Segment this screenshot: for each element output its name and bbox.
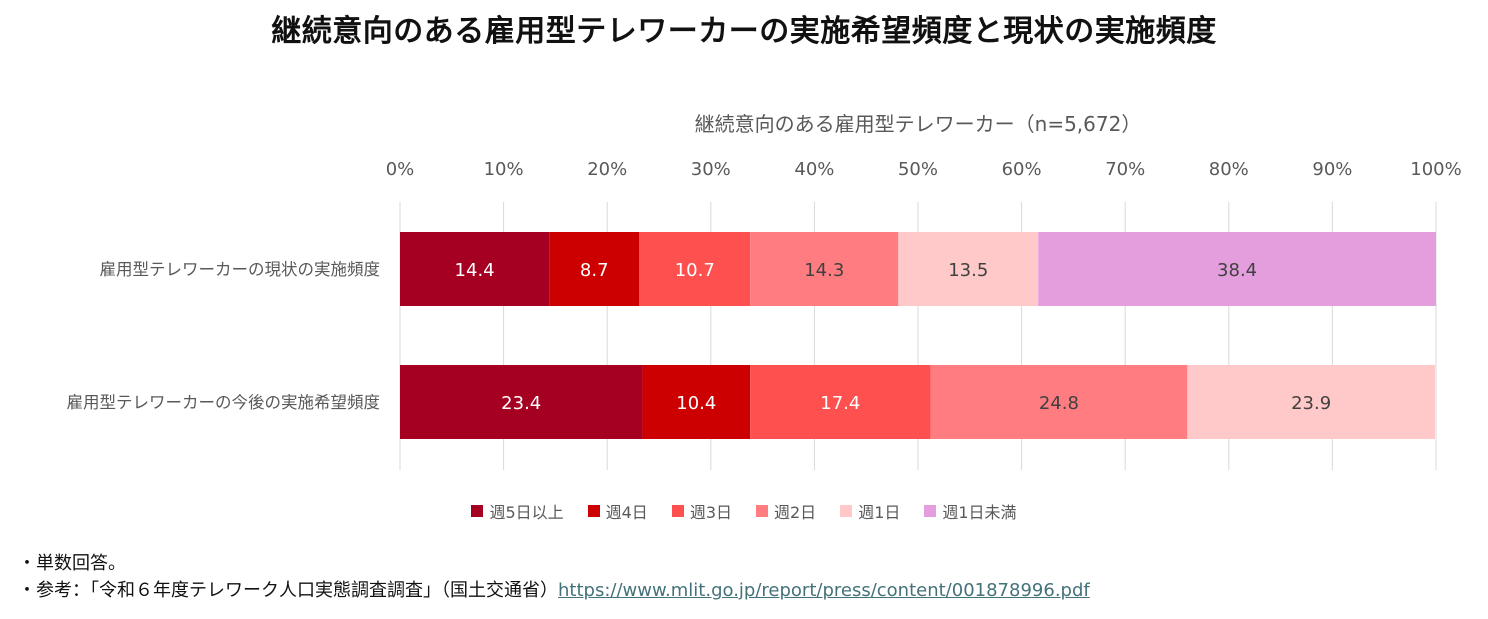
legend-item: 週1日未満 [924,499,1017,523]
note-reference: ・参考：「令和６年度テレワーク人口実態調査調査」（国土交通省）https://w… [18,577,1090,604]
x-tick-label: 60% [1002,159,1042,180]
legend-item: 週4日 [587,499,648,523]
bar-segment [1187,365,1435,439]
legend-label: 週4日 [605,503,648,522]
legend-swatch [671,505,684,517]
legend-item: 週3日 [671,499,732,523]
legend-swatch [471,505,484,517]
bar-segment [1038,232,1436,306]
bar-segment [639,232,751,306]
note-reference-text: ・参考：「令和６年度テレワーク人口実態調査調査」（国土交通省） [18,580,558,601]
bar-segment [549,232,640,306]
legend-swatch [756,505,768,517]
data-label: 14.3 [804,260,844,281]
legend-label: 週2日 [774,503,817,522]
legend-label: 週3日 [689,503,732,522]
data-label: 17.4 [820,393,860,414]
data-label: 24.8 [1039,393,1079,414]
note-single-answer: ・単数回答。 [18,553,126,574]
legend-item: 週1日 [840,499,900,523]
x-tick-label: 0% [386,159,415,180]
chart-title: 継続意向のある雇用型テレワーカー（n=5,672） [694,112,1142,136]
bar-segment [400,365,643,439]
data-label: 23.4 [501,393,541,414]
bar-segment [898,232,1039,306]
data-label: 23.9 [1291,393,1331,414]
legend-item: 週2日 [756,499,816,523]
legend-label: 週5日以上 [489,503,564,522]
data-label: 13.5 [948,260,988,281]
x-axis-ticks: 0% 10% 20% 30% 40% 50% 60% 70% 80% 90% 100% [386,159,1462,180]
x-tick-label: 80% [1209,159,1249,180]
x-tick-label: 40% [794,159,834,180]
category-label: 雇用型テレワーカーの今後の実施希望頻度 [67,393,381,412]
x-tick-label: 30% [691,159,731,180]
data-label: 8.7 [580,260,609,281]
data-label: 38.4 [1217,260,1257,281]
data-label: 10.7 [675,260,715,281]
legend-label: 週1日 [858,503,901,522]
bar-segment [400,232,550,306]
x-tick-label: 20% [587,159,627,180]
notes: ・単数回答。 ・参考：「令和６年度テレワーク人口実態調査調査」（国土交通省）ht… [18,550,1090,604]
legend: 週5日以上 週4日 週3日 週2日 週1日 週1日未満 [0,499,1488,523]
legend-label: 週1日未満 [942,503,1017,522]
bar-segment [750,365,931,439]
bar-segment [930,365,1188,439]
x-tick-label: 90% [1312,159,1352,180]
x-tick-label: 50% [898,159,938,180]
legend-swatch [840,505,853,517]
data-label: 10.4 [676,393,716,414]
legend-swatch [587,505,600,517]
main-title: 継続意向のある雇用型テレワーカーの実施希望頻度と現状の実施頻度 [271,14,1217,49]
bars: 14.4 8.7 10.7 14.3 13.5 38.4 23.4 10.4 17.4 24.8 2… [400,232,1436,439]
x-tick-label: 10% [484,159,524,180]
legend-swatch [924,505,937,517]
data-label: 14.4 [455,260,495,281]
bar-segment [750,232,899,306]
x-tick-label: 100% [1410,159,1461,180]
legend-item: 週5日以上 [471,499,564,523]
x-tick-label: 70% [1105,159,1145,180]
category-label: 雇用型テレワーカーの現状の実施頻度 [100,260,381,279]
bar-segment [642,365,751,439]
reference-link[interactable]: https://www.mlit.go.jp/report/press/cont… [558,580,1090,601]
